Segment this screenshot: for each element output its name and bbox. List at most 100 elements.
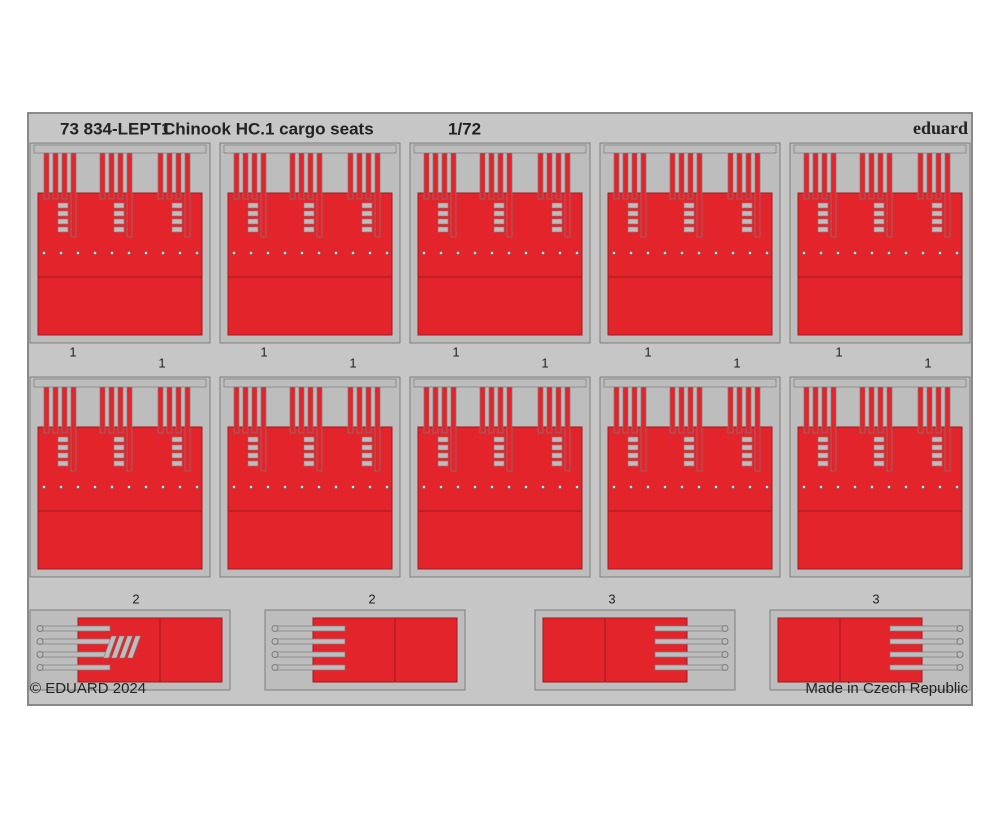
strap (70, 150, 77, 238)
strap (687, 150, 694, 200)
strap (622, 384, 629, 434)
buckle (57, 226, 69, 233)
buckle (437, 202, 449, 209)
strap (356, 384, 363, 434)
strap (39, 638, 111, 645)
part-number: 1 (644, 344, 651, 359)
strap (274, 651, 346, 658)
rivet (283, 485, 287, 489)
rivet (317, 251, 321, 255)
strap (166, 150, 173, 200)
strap (754, 150, 761, 238)
rivet (612, 485, 616, 489)
strap (479, 150, 486, 200)
strap (736, 384, 743, 434)
strap-end (36, 638, 44, 645)
buckle (493, 202, 505, 209)
buckle (741, 444, 753, 451)
strap (233, 384, 240, 434)
strap (830, 150, 837, 238)
seat-body (417, 192, 583, 336)
buckle (57, 452, 69, 459)
buckle (627, 202, 639, 209)
rivet (558, 251, 562, 255)
strap (622, 150, 629, 200)
strap (108, 150, 115, 200)
buckle (931, 210, 943, 217)
strap (859, 384, 866, 434)
strap (889, 664, 961, 671)
strap (506, 384, 513, 472)
buckle (303, 202, 315, 209)
buckle (361, 436, 373, 443)
strap (640, 150, 647, 238)
part-number: 1 (733, 355, 740, 370)
buckle (627, 444, 639, 451)
rivet (490, 251, 494, 255)
buckle (931, 226, 943, 233)
rivet (680, 485, 684, 489)
buckle (817, 210, 829, 217)
rivet (422, 251, 426, 255)
buckle (627, 226, 639, 233)
rivet (955, 485, 959, 489)
buckle (627, 452, 639, 459)
buckle (683, 218, 695, 225)
strap-end (36, 651, 44, 658)
strap-end (721, 638, 729, 645)
part-number: 1 (349, 355, 356, 370)
rivet (524, 251, 528, 255)
rivet (629, 485, 633, 489)
strap (356, 150, 363, 200)
strap (184, 384, 191, 472)
buckle (361, 226, 373, 233)
rivet (714, 485, 718, 489)
buckle (817, 460, 829, 467)
seat-body (227, 192, 393, 336)
rivet (351, 251, 355, 255)
strap (260, 384, 267, 472)
strap-end (36, 664, 44, 671)
seat-top (413, 144, 587, 154)
rivet (714, 251, 718, 255)
part-number: 3 (872, 591, 879, 606)
buckle (247, 460, 259, 467)
strap (99, 384, 106, 434)
strap (52, 384, 59, 434)
buckle (551, 460, 563, 467)
rivet (802, 485, 806, 489)
buckle (627, 210, 639, 217)
buckle (551, 436, 563, 443)
strap (889, 625, 961, 632)
buckle (817, 218, 829, 225)
buckle (57, 460, 69, 467)
strap (631, 384, 638, 434)
rivet (836, 251, 840, 255)
buckle (247, 202, 259, 209)
seat-top (33, 144, 207, 154)
rivet (887, 251, 891, 255)
rivet (161, 485, 165, 489)
strap-end (271, 625, 279, 632)
buckle (171, 444, 183, 451)
strap (175, 384, 182, 434)
buckle (171, 210, 183, 217)
strap (555, 384, 562, 434)
strap (613, 150, 620, 200)
strap (935, 384, 942, 434)
seat-top (223, 378, 397, 388)
strap (39, 651, 111, 658)
buckle (873, 436, 885, 443)
buckle (493, 218, 505, 225)
buckle (437, 436, 449, 443)
strap (99, 150, 106, 200)
strap-end (956, 625, 964, 632)
buckle (303, 210, 315, 217)
rivet (439, 251, 443, 255)
buckle (817, 436, 829, 443)
strap (347, 150, 354, 200)
strap (546, 150, 553, 200)
buckle (171, 436, 183, 443)
strap (654, 625, 726, 632)
strap (43, 384, 50, 434)
